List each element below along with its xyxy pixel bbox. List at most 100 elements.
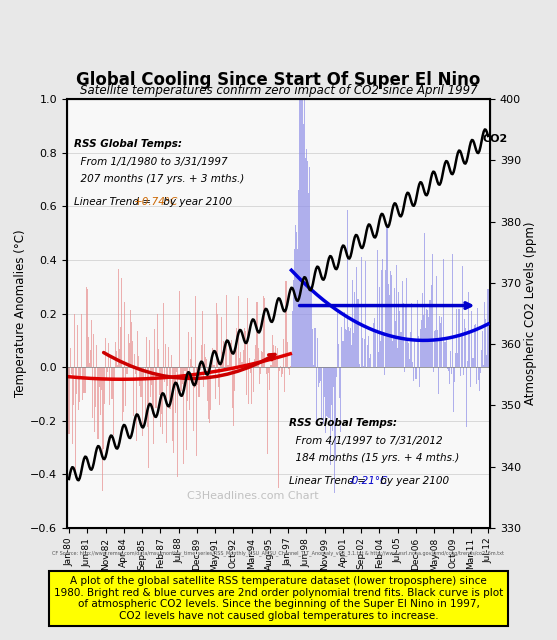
Bar xyxy=(406,278,407,367)
Bar xyxy=(306,149,307,367)
Bar xyxy=(281,367,282,377)
Bar xyxy=(70,348,71,367)
Bar xyxy=(243,328,245,367)
Text: Global Cooling Since Start Of Super El Nino: Global Cooling Since Start Of Super El N… xyxy=(76,71,481,89)
Bar xyxy=(314,365,315,367)
Bar xyxy=(149,340,150,367)
Bar xyxy=(105,337,106,367)
Bar xyxy=(308,193,309,367)
Bar xyxy=(256,301,257,367)
Bar xyxy=(184,367,185,371)
Bar xyxy=(379,287,380,367)
Bar xyxy=(368,336,369,367)
Text: -0.21°C: -0.21°C xyxy=(348,476,388,486)
Bar xyxy=(435,330,436,367)
Bar xyxy=(478,367,479,380)
Bar xyxy=(190,359,191,367)
Bar xyxy=(387,223,388,367)
Bar xyxy=(143,367,144,379)
Bar xyxy=(355,305,356,367)
Bar xyxy=(353,333,354,367)
Bar xyxy=(99,367,100,387)
Bar xyxy=(449,367,450,383)
Bar xyxy=(361,338,363,367)
Text: C3Headlines.com Chart: C3Headlines.com Chart xyxy=(187,490,319,500)
Bar xyxy=(280,366,281,367)
Bar xyxy=(148,367,149,468)
Bar xyxy=(304,96,305,367)
Bar xyxy=(299,189,300,367)
Bar xyxy=(346,210,348,367)
Bar xyxy=(486,355,487,367)
Bar xyxy=(245,331,246,367)
Bar xyxy=(158,349,159,367)
Bar xyxy=(476,367,477,385)
Bar xyxy=(479,367,480,391)
Bar xyxy=(275,346,276,367)
Bar xyxy=(178,367,179,368)
Bar xyxy=(311,289,312,367)
Bar xyxy=(206,359,207,367)
Bar xyxy=(453,367,454,412)
Bar xyxy=(160,367,161,427)
Bar xyxy=(163,303,164,367)
Bar xyxy=(400,332,402,367)
Bar xyxy=(416,367,417,379)
Bar xyxy=(111,367,113,399)
Bar xyxy=(420,328,421,367)
Bar xyxy=(451,367,452,374)
Bar xyxy=(369,358,370,367)
Bar xyxy=(123,367,124,412)
Bar xyxy=(441,317,442,367)
Bar xyxy=(170,355,172,367)
Bar xyxy=(398,292,399,367)
Bar xyxy=(77,325,78,367)
Bar xyxy=(224,367,226,370)
Bar xyxy=(159,367,160,395)
Bar xyxy=(296,232,297,367)
Bar xyxy=(452,253,453,367)
Bar xyxy=(300,71,301,367)
Text: From 4/1/1997 to 7/31/2012: From 4/1/1997 to 7/31/2012 xyxy=(289,436,443,445)
Bar xyxy=(465,328,466,367)
Bar xyxy=(457,353,458,367)
Bar xyxy=(196,367,197,456)
Bar xyxy=(305,158,306,367)
Bar xyxy=(191,337,192,367)
Text: +0.74°C: +0.74°C xyxy=(134,197,178,207)
Bar xyxy=(237,367,238,372)
Bar xyxy=(340,367,341,431)
Bar xyxy=(90,349,91,367)
Bar xyxy=(391,275,392,367)
Bar xyxy=(336,367,337,377)
Bar xyxy=(73,367,74,405)
Bar xyxy=(403,303,404,367)
Bar xyxy=(405,307,406,367)
Bar xyxy=(116,351,117,367)
Bar xyxy=(287,367,289,369)
Bar xyxy=(384,367,385,375)
Bar xyxy=(426,308,427,367)
Y-axis label: Atmospheric CO2 Levels (ppm): Atmospheric CO2 Levels (ppm) xyxy=(524,222,537,405)
Bar xyxy=(220,364,221,367)
Bar xyxy=(320,367,321,381)
Bar xyxy=(437,330,438,367)
Bar xyxy=(199,367,201,370)
Bar xyxy=(367,345,368,367)
Bar xyxy=(301,84,302,367)
Bar xyxy=(75,367,76,476)
Bar xyxy=(432,254,433,367)
Bar xyxy=(419,367,420,387)
Bar xyxy=(448,367,449,371)
Bar xyxy=(151,367,152,385)
Bar xyxy=(324,367,325,397)
Bar xyxy=(335,367,336,458)
Bar xyxy=(222,352,223,367)
Bar xyxy=(394,288,395,367)
Bar xyxy=(227,365,228,367)
Bar xyxy=(338,344,339,367)
Bar xyxy=(249,358,250,367)
Bar xyxy=(404,367,405,372)
Bar xyxy=(383,332,384,367)
Bar xyxy=(385,270,387,367)
